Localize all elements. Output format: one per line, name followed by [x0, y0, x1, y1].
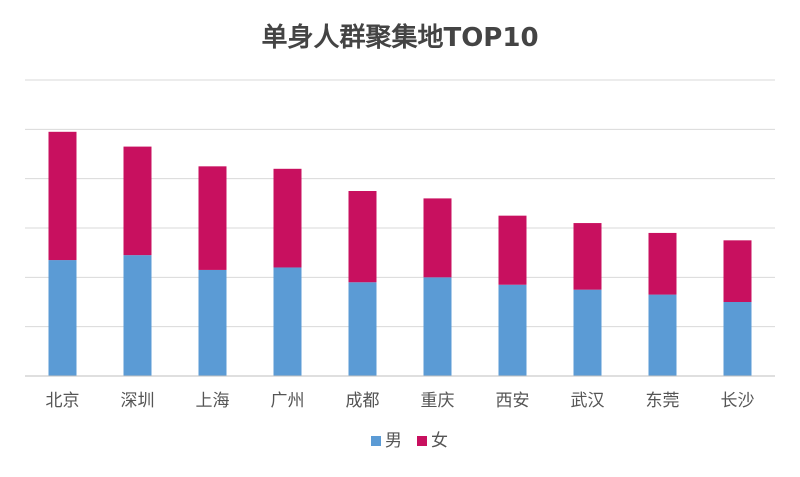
bar-female-6 [498, 215, 527, 285]
bar-male-5 [423, 277, 452, 376]
x-tick-label: 深圳 [121, 391, 155, 411]
bar-female-2 [198, 166, 227, 270]
bar-male-3 [273, 267, 302, 376]
bar-female-0 [48, 131, 77, 261]
x-tick-label: 西安 [496, 391, 530, 411]
bar-female-8 [648, 232, 677, 295]
legend-swatch-male [371, 436, 381, 446]
x-tick-label: 北京 [46, 391, 80, 411]
legend-swatch-female [417, 436, 427, 446]
x-tick-label: 武汉 [571, 391, 605, 411]
x-tick-label: 上海 [196, 391, 230, 411]
bar-male-9 [723, 302, 752, 376]
bar-male-8 [648, 294, 677, 376]
bar-male-0 [48, 260, 77, 376]
x-tick-label: 东莞 [646, 391, 680, 411]
x-tick-label: 成都 [346, 391, 380, 411]
bar-male-4 [348, 282, 377, 376]
x-tick-label: 长沙 [721, 391, 755, 411]
x-tick-label: 广州 [271, 391, 305, 411]
legend-label-male: 男 [385, 431, 402, 451]
bar-male-6 [498, 284, 527, 376]
bar-female-1 [123, 146, 152, 256]
bar-male-1 [123, 255, 152, 376]
bar-female-5 [423, 198, 452, 278]
legend-label-female: 女 [431, 431, 448, 451]
bar-male-7 [573, 289, 602, 376]
bars [48, 131, 752, 376]
legend: 男女 [371, 431, 448, 451]
bar-male-2 [198, 269, 227, 376]
x-tick-labels: 北京 深圳 上海 广州 成都 重庆 西安 武汉 东莞 长沙 [46, 391, 755, 411]
bar-female-9 [723, 240, 752, 302]
bar-female-3 [273, 168, 302, 268]
bar-female-4 [348, 191, 377, 283]
x-tick-label: 重庆 [421, 391, 455, 411]
chart-title: 单身人群聚集地TOP10 [261, 22, 538, 53]
bar-female-7 [573, 223, 602, 290]
